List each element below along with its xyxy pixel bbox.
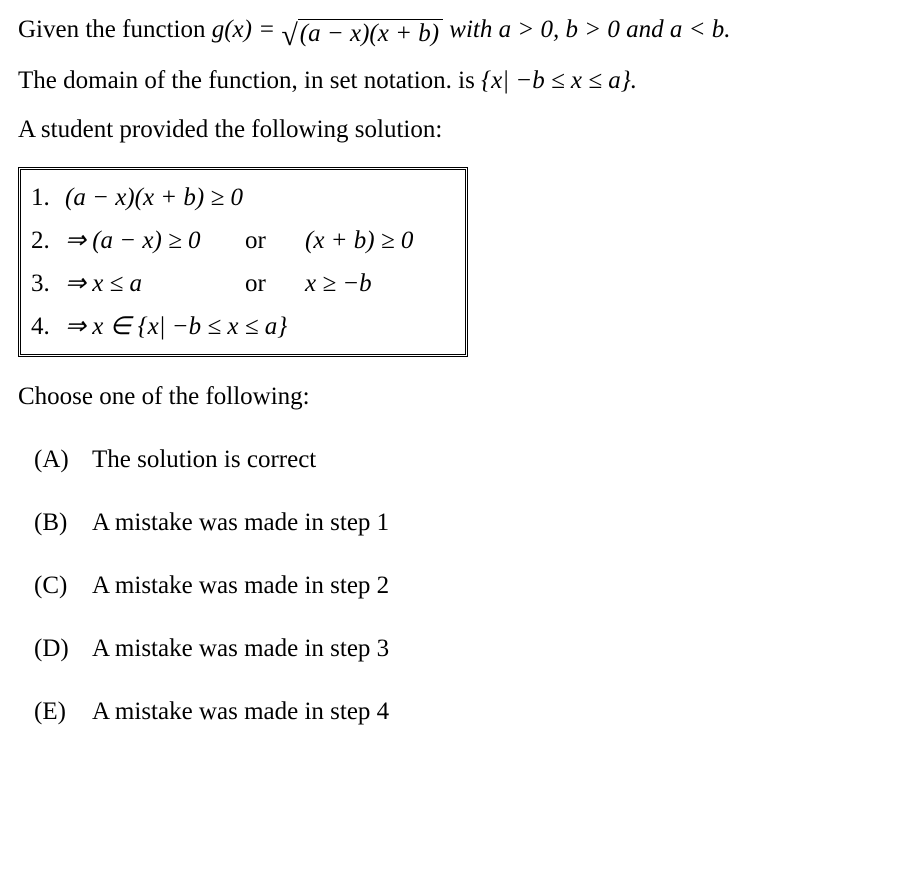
choice-label: (E) (34, 694, 92, 729)
step-2: 2. ⇒ (a − x) ≥ 0 or (x + b) ≥ 0 (31, 219, 455, 262)
radical-icon: √ (281, 21, 297, 51)
step-4: 4. ⇒ x ∈ {x| −b ≤ x ≤ a} (31, 305, 455, 348)
text-suffix: with a > 0, b > 0 and a < b. (449, 16, 730, 43)
problem-line-2: The domain of the function, in set notat… (18, 63, 896, 98)
radicand-a: (a − x) (300, 20, 370, 47)
problem-line-1: Given the function g(x) = √ (a − x)(x + … (18, 12, 896, 49)
choose-prompt: Choose one of the following: (18, 379, 896, 414)
step-number: 3. (31, 266, 65, 301)
step-number: 4. (31, 309, 65, 344)
domain-set: {x| −b ≤ x ≤ a}. (481, 67, 637, 94)
domain-prefix: The domain of the function, in set notat… (18, 67, 481, 94)
choice-text: A mistake was made in step 2 (92, 568, 389, 603)
step-number: 1. (31, 180, 65, 215)
step-expr: ⇒ x ∈ {x| −b ≤ x ≤ a} (65, 309, 287, 344)
choice-label: (D) (34, 631, 92, 666)
choice-text: A mistake was made in step 3 (92, 631, 389, 666)
or-text: or (245, 266, 305, 301)
step-expr-a: ⇒ (a − x) ≥ 0 (65, 223, 245, 258)
choices-list: (A) The solution is correct (B) A mistak… (18, 442, 896, 729)
or-text: or (245, 223, 305, 258)
choice-text: A mistake was made in step 1 (92, 505, 389, 540)
problem-line-3: A student provided the following solutio… (18, 112, 896, 147)
choice-label: (C) (34, 568, 92, 603)
choice-c[interactable]: (C) A mistake was made in step 2 (34, 568, 896, 603)
choice-text: The solution is correct (92, 442, 316, 477)
radicand-b: (x + b) (369, 20, 439, 47)
radicand: (a − x)(x + b) (298, 19, 443, 48)
choice-d[interactable]: (D) A mistake was made in step 3 (34, 631, 896, 666)
solution-box: 1. (a − x)(x + b) ≥ 0 2. ⇒ (a − x) ≥ 0 o… (18, 167, 468, 357)
step-1: 1. (a − x)(x + b) ≥ 0 (31, 176, 455, 219)
step-expr-a: ⇒ x ≤ a (65, 266, 245, 301)
sqrt-expression: √ (a − x)(x + b) (281, 19, 443, 49)
step-3: 3. ⇒ x ≤ a or x ≥ −b (31, 262, 455, 305)
func-lhs: g(x) = (212, 16, 282, 43)
choice-b[interactable]: (B) A mistake was made in step 1 (34, 505, 896, 540)
choice-label: (B) (34, 505, 92, 540)
step-expr-b: (x + b) ≥ 0 (305, 223, 455, 258)
choice-text: A mistake was made in step 4 (92, 694, 389, 729)
step-expr: (a − x)(x + b) ≥ 0 (65, 180, 243, 215)
step-number: 2. (31, 223, 65, 258)
choice-label: (A) (34, 442, 92, 477)
text-prefix: Given the function (18, 16, 212, 43)
choice-a[interactable]: (A) The solution is correct (34, 442, 896, 477)
choice-e[interactable]: (E) A mistake was made in step 4 (34, 694, 896, 729)
step-expr-b: x ≥ −b (305, 266, 455, 301)
